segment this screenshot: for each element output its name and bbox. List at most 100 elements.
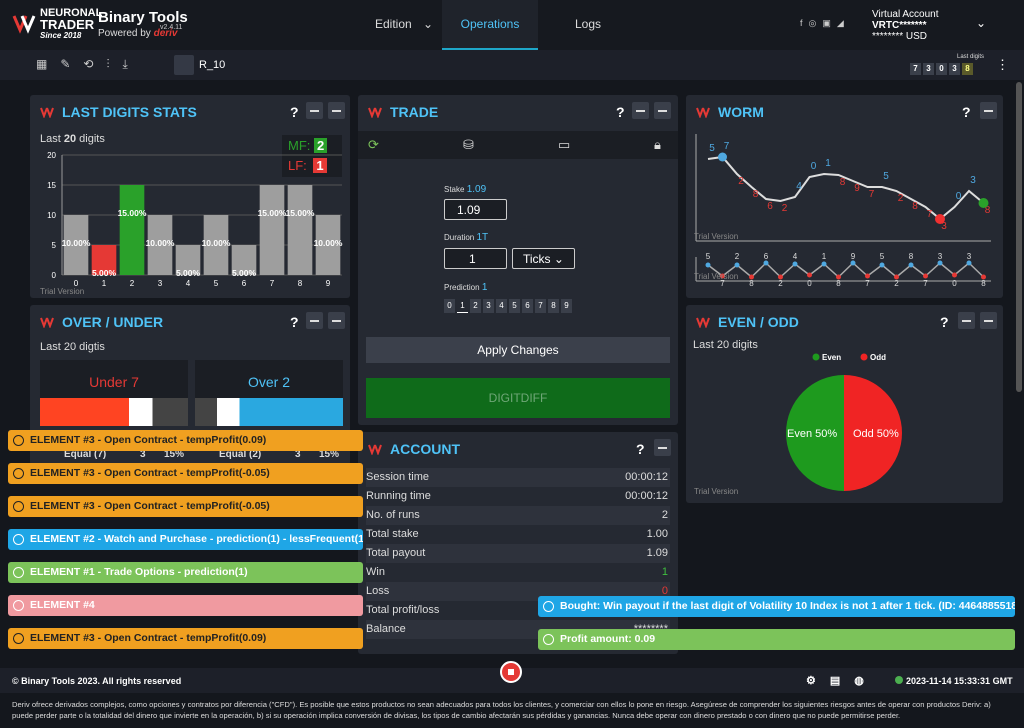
duration-value: 1T	[476, 232, 489, 243]
minimize-btn[interactable]	[980, 312, 997, 329]
prediction-digit[interactable]: 0	[444, 299, 455, 313]
notification[interactable]: ELEMENT #3 - Open Contract - tempProfit(…	[8, 430, 363, 451]
worm-max	[718, 152, 727, 162]
mini-dot	[981, 274, 986, 280]
worm-last	[978, 198, 989, 208]
minimize-btn[interactable]	[980, 102, 997, 119]
value-label: 5.00%	[176, 268, 201, 278]
minimize-btn[interactable]	[654, 439, 671, 456]
notification-text: ELEMENT #3 - Open Contract - tempProfit(…	[30, 434, 267, 446]
notification[interactable]: ELEMENT #3 - Open Contract - tempProfit(…	[8, 628, 363, 649]
notification[interactable]: ELEMENT #4	[8, 595, 363, 616]
prediction-digit[interactable]: 8	[548, 299, 559, 313]
nav-operations[interactable]: Operations	[442, 0, 538, 50]
mini-digit: 9	[851, 252, 856, 261]
worm-digit: 1	[825, 158, 831, 169]
mini-digit: 5	[880, 252, 885, 261]
x-tick-label: 3	[158, 279, 163, 288]
account-value: 1	[661, 566, 668, 578]
menu[interactable]: ⋮	[996, 57, 1009, 72]
options-btn[interactable]	[306, 312, 323, 329]
prediction-digit[interactable]: 5	[509, 299, 520, 313]
mini-dot	[908, 262, 914, 268]
apply-button[interactable]: Apply Changes	[366, 337, 670, 363]
scrollbar[interactable]	[1016, 82, 1022, 392]
minimize-btn[interactable]	[328, 312, 345, 329]
options-btn[interactable]	[632, 102, 649, 119]
mini-digit: 3	[938, 252, 943, 261]
bar	[259, 185, 285, 275]
duration-unit[interactable]: Ticks ⌄	[512, 248, 575, 269]
nav-logs[interactable]: Logs	[575, 17, 602, 31]
footer-icons[interactable]: ⚙▤◍	[806, 675, 878, 687]
prediction-digit[interactable]: 9	[561, 299, 572, 313]
notification[interactable]: ELEMENT #3 - Open Contract - tempProfit(…	[8, 496, 363, 517]
toolbar-icons[interactable]: ▦✎⟲⫶⤓	[36, 57, 141, 71]
account-info[interactable]: Virtual Account VRTC******* ******** USD	[872, 9, 939, 42]
account-panel: ACCOUNT ? Session time 00:00:12 Running ti…	[358, 432, 678, 654]
pie-chart: Even Odd Even 50% Odd 50% Trial Version	[694, 353, 902, 496]
prediction-digit[interactable]: 6	[522, 299, 533, 313]
panel-title: WORM	[718, 104, 764, 120]
worm-digit: 7	[869, 189, 875, 200]
tab-icon[interactable]: ⟳	[368, 137, 379, 152]
help[interactable]: ?	[290, 314, 299, 330]
nav-edition[interactable]: Edition ⌄	[375, 17, 434, 31]
logo-text: NEURONAL TRADER Since 2018	[40, 8, 102, 41]
options-btn[interactable]	[306, 102, 323, 119]
x-tick-label: 4	[186, 279, 191, 288]
mini-digit: 2	[894, 279, 899, 288]
tab-icon[interactable]: ⛁	[463, 137, 474, 152]
stop-button[interactable]	[500, 661, 522, 683]
tab-icon[interactable]: ▭	[558, 137, 571, 152]
account-dropdown[interactable]: ⌄	[976, 16, 987, 30]
help[interactable]: ?	[636, 441, 645, 457]
contract-button[interactable]: DIGITDIFF	[366, 378, 670, 418]
account-label: No. of runs	[366, 509, 420, 521]
mini-digit: 7	[865, 279, 870, 288]
mini-digit: 8	[981, 279, 986, 288]
prediction-digit[interactable]: 2	[470, 299, 481, 313]
mini-digit: 6	[764, 252, 769, 261]
stake-label: Stake 1.09	[444, 184, 486, 195]
prediction-digit[interactable]: 1	[457, 299, 468, 313]
notification[interactable]: ELEMENT #2 - Watch and Purchase - predic…	[8, 529, 363, 550]
notification[interactable]: Bought: Win payout if the last digit of …	[538, 596, 1015, 617]
help[interactable]: ?	[290, 104, 299, 120]
subtitle: Last 20 digits	[693, 339, 758, 351]
minimize-btn[interactable]	[328, 102, 345, 119]
help[interactable]: ?	[616, 104, 625, 120]
notification[interactable]: ELEMENT #1 - Trade Options - prediction(…	[8, 562, 363, 583]
over-bar	[195, 398, 343, 426]
notification[interactable]: Profit amount: 0.09	[538, 629, 1015, 650]
under-bar	[40, 398, 188, 426]
help[interactable]: ?	[940, 314, 949, 330]
minimize-btn[interactable]	[654, 102, 671, 119]
prediction-digit[interactable]: 3	[483, 299, 494, 313]
notification[interactable]: ELEMENT #3 - Open Contract - tempProfit(…	[8, 463, 363, 484]
options-btn[interactable]	[958, 312, 975, 329]
worm-digit: 8	[912, 201, 918, 212]
notification-icon	[13, 435, 24, 446]
account-label: Running time	[366, 490, 431, 502]
stake-input[interactable]: 1.09	[444, 199, 507, 220]
mini-dot	[807, 272, 812, 278]
bar	[91, 245, 117, 275]
powered: Powered by deriv	[98, 28, 178, 39]
duration-input[interactable]: 1	[444, 248, 507, 269]
account-value: 0	[661, 585, 668, 597]
help[interactable]: ?	[962, 104, 971, 120]
mini-dot	[821, 261, 827, 267]
prediction-digit[interactable]: 4	[496, 299, 507, 313]
collapse-btn[interactable]	[174, 55, 194, 75]
bar	[63, 215, 89, 275]
prediction-digit[interactable]: 7	[535, 299, 546, 313]
bar-chart: 0510152010.00%05.00%115.00%210.00%35.00%…	[40, 151, 343, 296]
tab-icon[interactable]: 🔒︎	[654, 137, 661, 152]
label: Stake	[444, 185, 465, 194]
x-tick-label: 1	[102, 279, 107, 288]
panel-title: LAST DIGITS STATS	[62, 104, 197, 120]
social-icons[interactable]: f◎▣◢	[800, 18, 850, 28]
panel-title: OVER / UNDER	[62, 314, 164, 330]
panel-title: ACCOUNT	[390, 441, 460, 457]
